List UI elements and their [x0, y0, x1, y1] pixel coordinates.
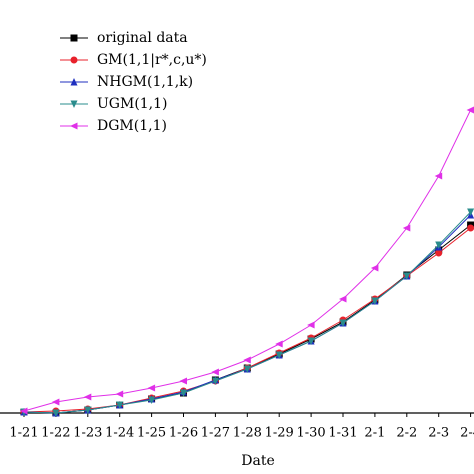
x-tick-label: 1-23 [73, 426, 102, 441]
legend-label: GM(1,1|r*,c,u*) [97, 52, 207, 68]
x-axis-label: Date [241, 453, 274, 469]
marker [70, 34, 78, 42]
x-tick-label: 1-31 [328, 426, 357, 441]
marker [147, 384, 156, 392]
marker [243, 356, 251, 364]
x-tick-label: 1-30 [296, 426, 325, 441]
x-tick-label: 1-22 [41, 426, 70, 441]
marker [70, 78, 78, 86]
marker [70, 100, 78, 108]
marker [339, 295, 347, 303]
marker [307, 337, 315, 345]
marker [180, 389, 187, 397]
marker [467, 208, 474, 216]
x-tick-label: 1-21 [9, 426, 38, 441]
series-line [23, 224, 471, 414]
marker [435, 249, 443, 257]
marker [307, 321, 315, 329]
marker [275, 340, 283, 348]
marker [371, 297, 379, 305]
legend-label: NHGM(1,1,k) [97, 74, 193, 90]
marker [84, 406, 92, 414]
x-tick-label: 1-26 [169, 426, 198, 441]
series-line [23, 214, 471, 414]
marker [115, 390, 124, 398]
marker [52, 409, 60, 417]
marker [466, 106, 474, 114]
marker [243, 365, 251, 373]
x-tick-label: 2-2 [396, 426, 417, 441]
marker [51, 398, 60, 406]
x-tick-label: 1-27 [201, 426, 230, 441]
marker [116, 401, 124, 409]
marker [403, 272, 411, 280]
marker [211, 368, 219, 376]
marker [275, 351, 283, 359]
x-tick-label: 2-1 [364, 426, 385, 441]
x-tick-label: 2-3 [428, 426, 449, 441]
x-tick-label: 2-4 [460, 426, 474, 441]
x-tick-label: 1-24 [105, 426, 134, 441]
legend-label: original data [97, 30, 188, 46]
marker [20, 407, 28, 415]
marker [83, 393, 92, 401]
legend-label: UGM(1,1) [97, 96, 168, 112]
marker [70, 56, 78, 64]
marker [70, 122, 78, 130]
marker [148, 396, 156, 404]
marker [435, 241, 443, 249]
series-line [23, 211, 471, 414]
marker [339, 319, 347, 327]
x-tick-label: 1-29 [265, 426, 294, 441]
series-line [23, 227, 471, 413]
marker [211, 377, 219, 385]
marker [467, 224, 474, 232]
marker [179, 377, 187, 385]
x-tick-label: 1-25 [137, 426, 166, 441]
x-tick-label: 1-28 [233, 426, 262, 441]
marker [434, 172, 443, 180]
marker [370, 264, 379, 272]
marker [402, 224, 411, 232]
legend-label: DGM(1,1) [97, 118, 167, 134]
